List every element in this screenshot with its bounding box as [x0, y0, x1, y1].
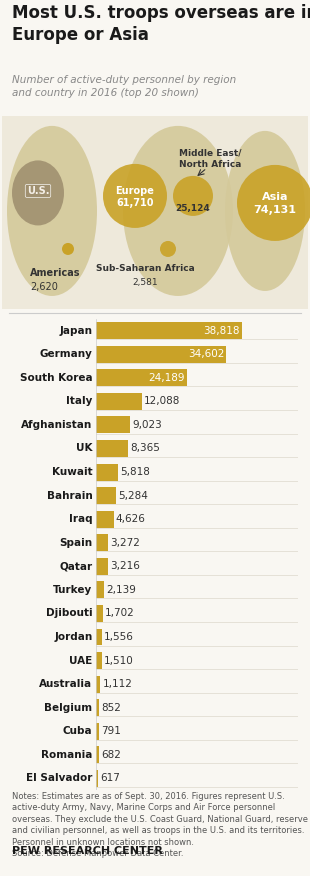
Ellipse shape — [7, 126, 97, 296]
Text: 9,023: 9,023 — [132, 420, 162, 430]
Text: Middle East/: Middle East/ — [179, 148, 241, 158]
Text: Number of active-duty personnel by region
and country in 2016 (top 20 shown): Number of active-duty personnel by regio… — [12, 75, 237, 98]
Text: 1,510: 1,510 — [104, 655, 134, 666]
Text: Europe: Europe — [116, 186, 154, 196]
Bar — [96, 322, 242, 339]
Bar — [96, 370, 187, 386]
Bar — [96, 746, 99, 763]
Text: Bahrain: Bahrain — [47, 491, 92, 500]
Bar — [96, 534, 108, 551]
Text: 4,626: 4,626 — [116, 514, 146, 524]
Text: Germany: Germany — [40, 350, 92, 359]
Text: Most U.S. troops overseas are in
Europe or Asia: Most U.S. troops overseas are in Europe … — [12, 4, 310, 44]
Text: 1,556: 1,556 — [104, 632, 134, 642]
Bar — [96, 699, 99, 717]
Text: Japan: Japan — [60, 326, 92, 336]
Text: South Korea: South Korea — [20, 373, 92, 383]
Bar — [96, 392, 142, 410]
Text: Jordan: Jordan — [54, 632, 92, 642]
Text: Qatar: Qatar — [59, 562, 92, 571]
Text: 38,818: 38,818 — [203, 326, 240, 336]
Text: 2,620: 2,620 — [30, 282, 58, 292]
Text: 34,602: 34,602 — [188, 350, 224, 359]
Circle shape — [160, 241, 176, 257]
Text: Kuwait: Kuwait — [52, 467, 92, 477]
Text: UAE: UAE — [69, 655, 92, 666]
Ellipse shape — [12, 160, 64, 225]
Text: Americas: Americas — [30, 268, 81, 278]
Bar — [96, 582, 104, 598]
Bar — [96, 487, 116, 504]
Text: Asia: Asia — [262, 192, 288, 202]
Text: Turkey: Turkey — [53, 585, 92, 595]
Text: Cuba: Cuba — [63, 726, 92, 736]
Text: 5,818: 5,818 — [120, 467, 150, 477]
Text: Australia: Australia — [39, 679, 92, 689]
Bar — [96, 770, 98, 787]
Bar — [96, 440, 128, 457]
Ellipse shape — [225, 131, 305, 291]
Bar — [96, 723, 99, 739]
Text: 852: 852 — [101, 703, 122, 713]
Text: 5,284: 5,284 — [118, 491, 148, 500]
Text: PEW RESEARCH CENTER: PEW RESEARCH CENTER — [12, 846, 163, 856]
Text: 8,365: 8,365 — [130, 443, 160, 454]
Text: 791: 791 — [101, 726, 121, 736]
Bar — [96, 416, 130, 434]
Text: 12,088: 12,088 — [144, 396, 180, 406]
Text: El Salvador: El Salvador — [26, 774, 92, 783]
Bar — [96, 463, 118, 481]
Text: Iraq: Iraq — [69, 514, 92, 524]
Text: 24,189: 24,189 — [148, 373, 185, 383]
Text: 1,702: 1,702 — [105, 609, 135, 618]
Text: 617: 617 — [101, 774, 121, 783]
Bar — [96, 511, 113, 527]
Text: U.S.: U.S. — [27, 186, 49, 196]
Text: 2,139: 2,139 — [106, 585, 136, 595]
Bar — [96, 675, 100, 693]
Text: UK: UK — [76, 443, 92, 454]
Text: 682: 682 — [101, 750, 121, 759]
Text: Afghanistan: Afghanistan — [21, 420, 92, 430]
Text: 3,272: 3,272 — [111, 538, 140, 548]
Bar — [96, 558, 108, 575]
Text: Notes: Estimates are as of Sept. 30, 2016. Figures represent U.S. active-duty Ar: Notes: Estimates are as of Sept. 30, 201… — [12, 792, 308, 858]
Text: 3,216: 3,216 — [110, 562, 140, 571]
Text: 61,710: 61,710 — [116, 198, 154, 208]
Ellipse shape — [123, 126, 233, 296]
Text: Djibouti: Djibouti — [46, 609, 92, 618]
Text: 25,124: 25,124 — [176, 204, 210, 214]
Text: Spain: Spain — [59, 538, 92, 548]
Text: Romania: Romania — [41, 750, 92, 759]
Circle shape — [103, 164, 167, 228]
Text: Sub-Saharan Africa: Sub-Saharan Africa — [95, 265, 194, 273]
Text: 1,112: 1,112 — [103, 679, 132, 689]
Bar — [96, 605, 103, 622]
Text: Belgium: Belgium — [44, 703, 92, 713]
FancyBboxPatch shape — [2, 116, 308, 309]
Circle shape — [173, 176, 213, 215]
Text: Italy: Italy — [66, 396, 92, 406]
Bar — [96, 346, 226, 363]
Text: North Africa: North Africa — [179, 160, 241, 169]
Text: 74,131: 74,131 — [254, 205, 296, 215]
Bar — [96, 652, 102, 669]
Bar — [96, 628, 102, 646]
Text: 2,581: 2,581 — [132, 279, 158, 287]
Circle shape — [237, 165, 310, 241]
Circle shape — [62, 243, 74, 255]
